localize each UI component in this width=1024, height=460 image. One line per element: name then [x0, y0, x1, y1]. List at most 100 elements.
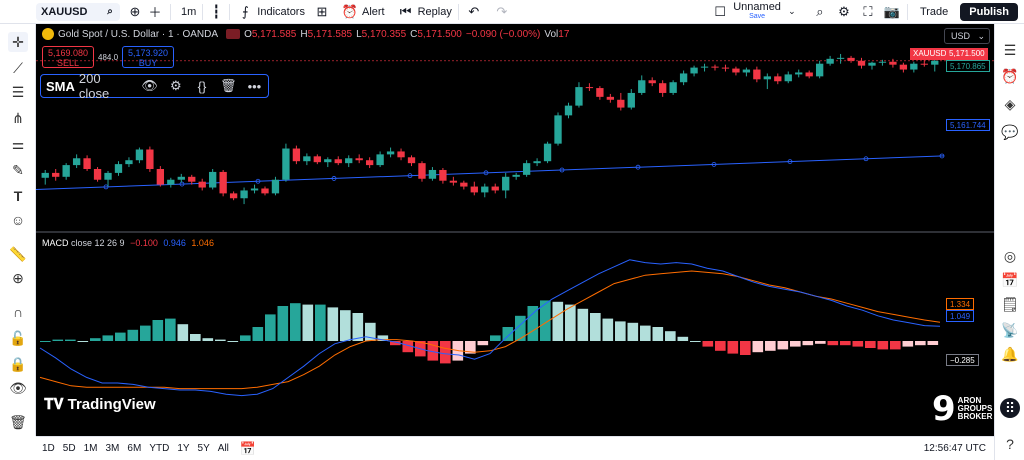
more-options-icon[interactable]: •••: [247, 78, 262, 94]
indicators-button[interactable]: ⨍ Indicators: [230, 0, 311, 24]
calendar-icon[interactable]: 📅: [1001, 271, 1019, 288]
crosshair-icon[interactable]: ✛: [8, 32, 28, 52]
alerts-clock-icon[interactable]: ⏰: [1001, 67, 1019, 84]
visibility-toggle-icon[interactable]: [226, 29, 241, 39]
range-all[interactable]: All: [217, 443, 229, 454]
sell-button[interactable]: 5,169.080 SELL: [42, 46, 94, 68]
add-symbol-icon[interactable]: ＋: [148, 5, 162, 20]
tv-mark-icon: 𝐓𝐕: [44, 396, 64, 413]
macd-hist-bar: [777, 341, 789, 350]
delete-icon[interactable]: 🗑: [219, 78, 237, 93]
candle-body: [418, 163, 426, 179]
candle-body: [711, 66, 719, 68]
lock-icon[interactable]: 🔒: [9, 355, 27, 372]
sma-marker: [483, 170, 489, 176]
macd-hist-bar: [190, 334, 201, 341]
watchlist-icon[interactable]: ☰: [1003, 41, 1017, 58]
undo-icon[interactable]: ↶: [468, 3, 480, 19]
candle-body: [146, 149, 154, 169]
tv-logo-text: TradingView: [67, 396, 156, 413]
sma-marker: [103, 184, 109, 190]
candle-body: [721, 67, 730, 69]
trash-icon[interactable]: 🗑: [9, 413, 27, 430]
fullscreen-icon[interactable]: ⛶: [863, 3, 873, 19]
macd-hist-bar: [440, 341, 451, 364]
range-6m[interactable]: 6M: [127, 443, 142, 454]
chevron-down-icon[interactable]: ⌄: [788, 6, 796, 16]
candle-body: [732, 68, 740, 73]
bid-price-label: 5,170.865: [946, 60, 990, 72]
utc-clock[interactable]: 12:56:47 UTC: [923, 443, 986, 454]
settings-gear-icon[interactable]: ⚙: [838, 3, 850, 19]
high-value: 5,171.585: [307, 28, 353, 40]
notifications-bell-icon[interactable]: 🔔: [1001, 345, 1019, 362]
signal-icon[interactable]: 📡: [1001, 321, 1019, 338]
source-code-icon[interactable]: {}: [197, 78, 207, 94]
currency-select[interactable]: USD ⌄: [944, 28, 990, 44]
macd-hist-bar: [627, 322, 639, 341]
templates-icon[interactable]: ⊞: [316, 3, 328, 19]
replay-button[interactable]: ⏮ Replay: [391, 0, 458, 24]
broker-line2: GROUPS: [957, 404, 993, 413]
macd-hist-bar: [290, 303, 301, 341]
help-icon[interactable]: ?: [1006, 436, 1014, 452]
range-1d[interactable]: 1D: [42, 443, 55, 454]
layout-square-icon[interactable]: ☐: [714, 3, 727, 19]
sma-indicator-legend[interactable]: SMA 200 close 👁 ⚙ {} 🗑 •••: [40, 71, 269, 101]
pitchfork-icon[interactable]: ⋔: [12, 109, 24, 126]
range-ytd[interactable]: YTD: [149, 443, 170, 454]
trend-line-icon[interactable]: ⟋: [13, 59, 23, 76]
magnet-icon[interactable]: ∩: [12, 304, 24, 320]
candle-body: [763, 76, 771, 80]
candle-body: [271, 179, 280, 194]
brush-icon[interactable]: ✎: [12, 161, 24, 178]
text-icon[interactable]: T: [13, 188, 23, 204]
chart-canvas[interactable]: [36, 24, 994, 436]
compare-symbol-icon[interactable]: ⊕: [129, 3, 141, 19]
chart-area[interactable]: Gold Spot / U.S. Dollar · 1 · OANDA O 5,1…: [36, 24, 994, 436]
ruler-icon[interactable]: 📏: [9, 245, 27, 262]
zoom-in-icon[interactable]: ⊕: [12, 269, 24, 286]
macd-hist-bar: [865, 341, 876, 348]
camera-icon[interactable]: 📷: [883, 3, 901, 19]
quick-search-icon[interactable]: ⌕: [816, 3, 824, 19]
chat-icon[interactable]: 💬: [1001, 123, 1019, 140]
fib-retracement-icon[interactable]: ⚌: [11, 135, 25, 152]
hide-drawings-eye-icon[interactable]: 👁: [9, 379, 27, 396]
indicators-icon: ⨍: [241, 3, 249, 19]
emoji-icon[interactable]: ☺: [10, 212, 26, 228]
alert-button[interactable]: ⏰ Alert: [335, 0, 391, 24]
macd-hist-bar: [502, 327, 514, 341]
macd-hist-bar: [165, 318, 176, 341]
goto-date-icon[interactable]: 📅: [239, 440, 256, 456]
macd-name: MACD: [42, 238, 69, 248]
range-1y[interactable]: 1Y: [177, 443, 190, 454]
interval-button[interactable]: 1m: [181, 5, 197, 18]
symbol-search[interactable]: XAUUSD ⌕: [36, 2, 120, 21]
candle-body: [606, 96, 615, 100]
horizontal-lines-icon[interactable]: ☰: [11, 83, 25, 100]
trade-button[interactable]: Trade: [919, 5, 949, 18]
layout-save-button[interactable]: Unnamed Save: [733, 1, 781, 22]
radar-icon[interactable]: ◎: [1003, 247, 1017, 264]
layers-icon[interactable]: ◈: [1004, 95, 1016, 112]
date-ranges: 1D 5D 1M 3M 6M YTD 1Y 5Y All: [42, 443, 237, 454]
settings-icon[interactable]: ⚙: [170, 78, 182, 93]
notes-icon[interactable]: 🗒: [1001, 295, 1019, 312]
range-1m[interactable]: 1M: [83, 443, 98, 454]
range-5y[interactable]: 5Y: [197, 443, 210, 454]
macd-hist-bar: [477, 341, 489, 346]
last-price-label: 5,171.500: [946, 48, 988, 60]
publish-button[interactable]: Publish: [960, 2, 1018, 21]
sma-marker: [407, 173, 413, 179]
redo-icon[interactable]: ↷: [496, 3, 508, 19]
lock-drawings-icon[interactable]: 🔓: [9, 329, 27, 346]
range-5d[interactable]: 5D: [62, 443, 76, 454]
apps-grid-icon[interactable]: ⠿: [1000, 398, 1020, 418]
candles-icon[interactable]: ┇: [212, 3, 221, 19]
range-3m[interactable]: 3M: [105, 443, 120, 454]
macd-legend[interactable]: MACD close 12 26 9 −0.100 0.946 1.046: [42, 238, 214, 248]
broker-digit: 9: [932, 389, 956, 429]
eye-icon[interactable]: 👁: [141, 78, 158, 93]
buy-button[interactable]: 5,173.920 BUY: [122, 46, 175, 68]
